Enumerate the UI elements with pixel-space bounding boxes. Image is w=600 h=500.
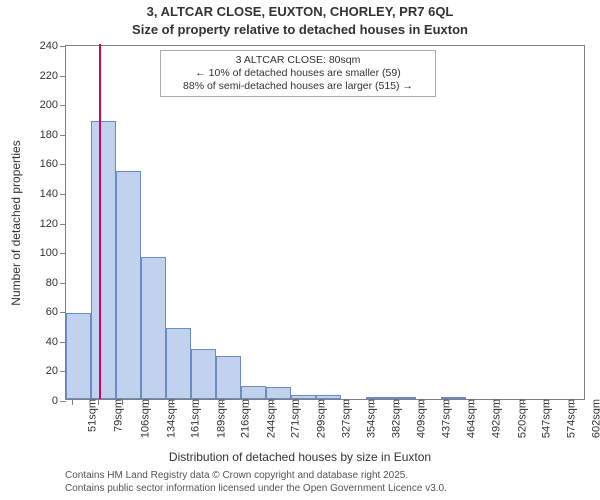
x-tick-label: 244sqm — [257, 399, 277, 438]
y-tick-label: 60 — [46, 306, 66, 318]
histogram-bar — [241, 386, 266, 399]
histogram-bar — [291, 395, 316, 399]
x-tick — [298, 399, 299, 405]
x-tick-label: 602sqm — [583, 399, 600, 438]
x-tick-label: 464sqm — [457, 399, 477, 438]
histogram-bar — [366, 397, 391, 399]
x-axis-label: Distribution of detached houses by size … — [0, 450, 600, 464]
x-tick-label: 134sqm — [157, 399, 177, 438]
chart-title-line1: 3, ALTCAR CLOSE, EUXTON, CHORLEY, PR7 6Q… — [0, 4, 600, 19]
y-tick-label: 160 — [40, 158, 66, 170]
histogram-bar — [391, 397, 416, 399]
x-tick-label: 409sqm — [407, 399, 427, 438]
histogram-bar — [166, 328, 191, 399]
histogram-bar — [266, 387, 291, 399]
y-tick-label: 40 — [46, 336, 66, 348]
y-tick-label: 100 — [40, 247, 66, 259]
x-tick — [198, 399, 199, 405]
x-tick-label: 299sqm — [307, 399, 327, 438]
histogram-bar — [66, 313, 91, 399]
annotation-line2: ← 10% of detached houses are smaller (59… — [167, 67, 429, 80]
x-tick — [423, 399, 424, 405]
y-tick-label: 120 — [40, 218, 66, 230]
x-tick-label: 271sqm — [282, 399, 302, 438]
x-tick-label: 354sqm — [357, 399, 377, 438]
x-tick-label: 547sqm — [533, 399, 553, 438]
x-tick — [272, 399, 273, 405]
x-tick — [98, 399, 99, 405]
x-tick — [248, 399, 249, 405]
x-tick — [172, 399, 173, 405]
y-tick-label: 240 — [40, 40, 66, 52]
attribution-footer: Contains HM Land Registry data © Crown c… — [0, 470, 600, 495]
histogram-bar — [116, 171, 141, 399]
x-tick-label: 79sqm — [104, 399, 124, 432]
footer-line1: Contains HM Land Registry data © Crown c… — [65, 470, 600, 483]
x-tick — [473, 399, 474, 405]
y-tick-label: 200 — [40, 99, 66, 111]
y-tick-label: 220 — [40, 70, 66, 82]
histogram-bar — [91, 121, 116, 399]
x-tick — [448, 399, 449, 405]
annotation-box: 3 ALTCAR CLOSE: 80sqm ← 10% of detached … — [160, 50, 436, 97]
x-tick — [323, 399, 324, 405]
histogram-bar — [216, 356, 241, 399]
plot-area: 02040608010012014016018020022024051sqm79… — [65, 45, 585, 400]
x-tick-label: 216sqm — [232, 399, 252, 438]
y-tick-label: 140 — [40, 188, 66, 200]
histogram-bar — [316, 395, 341, 399]
y-axis-label: Number of detached properties — [9, 140, 23, 305]
x-tick-label: 106sqm — [132, 399, 152, 438]
x-tick-label: 574sqm — [557, 399, 577, 438]
x-tick-label: 437sqm — [433, 399, 453, 438]
x-tick — [373, 399, 374, 405]
x-tick-label: 327sqm — [333, 399, 353, 438]
x-tick-label: 161sqm — [182, 399, 202, 438]
x-tick-label: 382sqm — [383, 399, 403, 438]
x-tick-label: 189sqm — [207, 399, 227, 438]
annotation-line3: 88% of semi-detached houses are larger (… — [167, 80, 429, 93]
x-tick — [72, 399, 73, 405]
x-tick-label: 492sqm — [483, 399, 503, 438]
x-tick — [148, 399, 149, 405]
x-tick — [573, 399, 574, 405]
x-tick — [398, 399, 399, 405]
histogram-bar — [141, 257, 166, 399]
x-tick — [548, 399, 549, 405]
chart-container: 3, ALTCAR CLOSE, EUXTON, CHORLEY, PR7 6Q… — [0, 0, 600, 500]
chart-title-line2: Size of property relative to detached ho… — [0, 22, 600, 37]
footer-line2: Contains public sector information licen… — [65, 483, 600, 496]
x-tick — [222, 399, 223, 405]
annotation-line1: 3 ALTCAR CLOSE: 80sqm — [167, 54, 429, 67]
x-tick — [499, 399, 500, 405]
histogram-bar — [191, 349, 216, 399]
y-tick-label: 80 — [46, 277, 66, 289]
x-tick — [523, 399, 524, 405]
x-tick — [122, 399, 123, 405]
histogram-bar — [441, 397, 466, 399]
x-tick-label: 51sqm — [79, 399, 99, 432]
x-tick-label: 520sqm — [508, 399, 528, 438]
property-marker-line — [99, 44, 101, 399]
x-tick — [348, 399, 349, 405]
y-tick-label: 20 — [46, 365, 66, 377]
y-tick-label: 0 — [52, 395, 66, 407]
y-tick-label: 180 — [40, 129, 66, 141]
